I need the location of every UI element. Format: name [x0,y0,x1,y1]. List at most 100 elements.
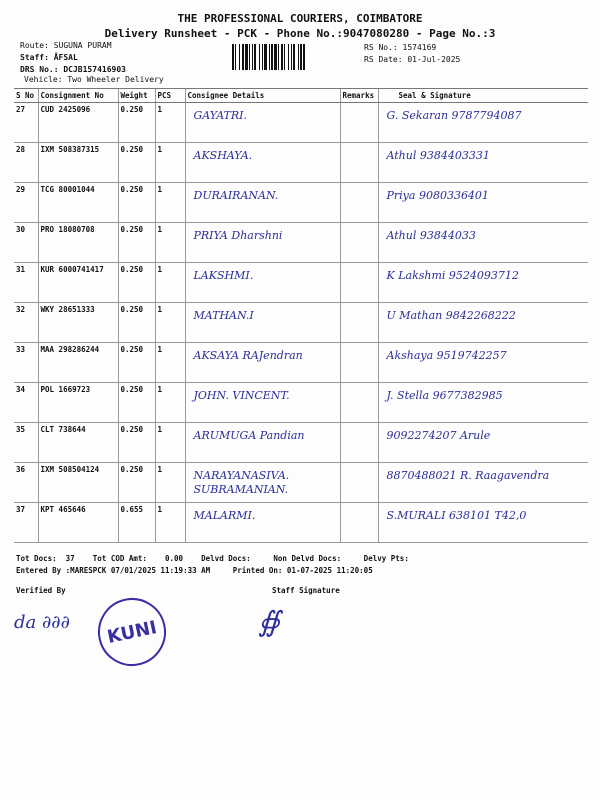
cell-consignee: AKSAYA RAJendran [184,342,340,383]
cell-consignee: ARUMUGA Pandian [184,422,340,463]
cell-signature-text: Priya 9080336401 [386,189,489,202]
cell-signature-text: U Mathan 9842268222 [386,309,516,322]
entered-line: Entered By :MARESPCK 07/01/2025 11:19:33… [16,566,373,575]
cell-sno-text: 37 [16,505,26,514]
cell-pcs: 1 [154,222,185,263]
cell-signature: G. Sekaran 9787794087 [377,102,588,143]
barcode-bar [303,44,305,70]
vehicle: Vehicle: Two Wheeler Delivery [24,75,164,84]
cell-weight-text: 0.250 [120,185,144,194]
cell-signature: Athul 9384403331 [377,142,588,183]
cell-consignee-text: LAKSHMI. [193,269,254,282]
barcode-bar [242,44,244,70]
cell-weight-text: 0.655 [120,505,144,514]
runsheet-subtitle: Delivery Runsheet - PCK - Phone No.:9047… [104,27,496,40]
cell-signature: K Lakshmi 9524093712 [377,262,588,303]
cell-weight-text: 0.250 [120,305,144,314]
cell-consignment-no: CLT 738644 [37,422,118,463]
table-row: 35 CLT 738644 0.250 1 ARUMUGA Pandian 9092274… [14,422,588,463]
cell-consignment-no-text: KPT 465646 [40,505,86,514]
cell-consignee-text: DURAIRANAN. [193,189,279,202]
cell-weight: 0.250 [117,462,155,503]
col-remarks: Remarks [339,88,378,103]
cell-pcs-text: 1 [157,505,163,514]
cell-consignment-no-text: PRO 18080708 [40,225,95,234]
cell-consignment-no: TCG 80001044 [37,182,118,223]
cell-remarks [339,462,378,503]
cell-sno-text: 29 [16,185,26,194]
cell-consignment-no-text: POL 1669723 [40,385,91,394]
cell-consignee-text: JOHN. VINCENT. [193,389,290,402]
table-row: 30 PRO 18080708 0.250 1 PRIYA Dharshni Athul … [14,222,588,263]
table-row: 37 KPT 465646 0.655 1 MALARMI. S.MURALI 63810… [14,502,588,543]
cell-consignment-no-text: CLT 738644 [40,425,86,434]
cell-consignee-text: AKSAYA RAJendran [193,349,303,362]
cell-consignment-no: POL 1669723 [37,382,118,423]
cell-consignment-no-text: KUR 6000741417 [40,265,104,274]
cell-remarks [339,222,378,263]
company-title: THE PROFESSIONAL COURIERS, COIMBATORE [177,12,423,25]
cell-pcs: 1 [154,302,185,343]
cell-signature: U Mathan 9842268222 [377,302,588,343]
cell-pcs-text: 1 [157,105,163,114]
table-row: 29 TCG 80001044 0.250 1 DURAIRANAN. Priya 908… [14,182,588,223]
cell-sno-text: 32 [16,305,26,314]
cell-consignee-text: PRIYA Dharshni [193,229,283,242]
cell-consignee-text: AKSHAYA. [193,149,253,162]
cell-sno: 28 [14,142,38,183]
barcode-bar [232,44,234,70]
barcode-bar [249,44,250,70]
cell-remarks [339,382,378,423]
cell-remarks [339,262,378,303]
cell-weight-text: 0.250 [120,345,144,354]
cell-pcs: 1 [154,142,185,183]
cell-signature: S.MURALI 638101 T42,0 [377,502,588,543]
cell-signature: 8870488021 R. Raagavendra [377,462,588,503]
drs-no: DRS No.: DCJB157416903 [20,65,126,74]
barcode-bar [298,44,299,70]
cell-consignee-text: NARAYANASIVA. SUBRAMANIAN. [193,469,290,496]
cell-sno: 27 [14,102,38,143]
cell-pcs-text: 1 [157,385,163,394]
cell-sno: 37 [14,502,38,543]
cell-weight: 0.250 [117,222,155,263]
cell-weight: 0.250 [117,342,155,383]
cell-sno-text: 28 [16,145,26,154]
cell-remarks [339,342,378,383]
cell-weight-text: 0.250 [120,105,144,114]
cell-pcs: 1 [154,382,185,423]
cell-consignment-no-text: TCG 80001044 [40,185,95,194]
cell-consignee-text: GAYATRI. [193,109,248,122]
barcode-bar [293,44,295,70]
cell-sno-text: 33 [16,345,26,354]
table-row: 32 WKY 28651333 0.250 1 MATHAN.I U Mathan 984… [14,302,588,343]
barcode-bar [274,44,277,70]
cell-remarks [339,182,378,223]
cell-sno-text: 34 [16,385,26,394]
cell-consignee: DURAIRANAN. [184,182,340,223]
cell-consignment-no: KPT 465646 [37,502,118,543]
cell-consignee: GAYATRI. [184,102,340,143]
barcode-bar [284,44,285,70]
cell-weight-text: 0.250 [120,145,144,154]
cell-sno: 36 [14,462,38,503]
cell-pcs-text: 1 [157,225,163,234]
cell-pcs-text: 1 [157,145,163,154]
cell-consignee-text: ARUMUGA Pandian [193,429,305,442]
cell-consignment-no: WKY 28651333 [37,302,118,343]
barcode-bar [259,44,260,70]
table-row: 31 KUR 6000741417 0.250 1 LAKSHMI. K Lakshmi … [14,262,588,303]
cell-consignee: MATHAN.I [184,302,340,343]
col-consignment: Consignment No [37,88,118,103]
cell-remarks [339,502,378,543]
cell-signature-text: G. Sekaran 9787794087 [386,109,522,122]
totals-line: Tot Docs: 37 Tot COD Amt: 0.00 Delvd Doc… [16,554,409,563]
cell-sno: 30 [14,222,38,263]
barcode-bar [278,44,279,70]
cell-signature: J. Stella 9677382985 [377,382,588,423]
cell-consignee-text: MATHAN.I [193,309,254,322]
cell-consignment-no: CUD 2425096 [37,102,118,143]
cell-pcs-text: 1 [157,305,163,314]
table-row: 33 MAA 298286244 0.250 1 AKSAYA RAJendran Aks… [14,342,588,383]
cell-signature-text: Athul 93844033 [386,229,476,242]
